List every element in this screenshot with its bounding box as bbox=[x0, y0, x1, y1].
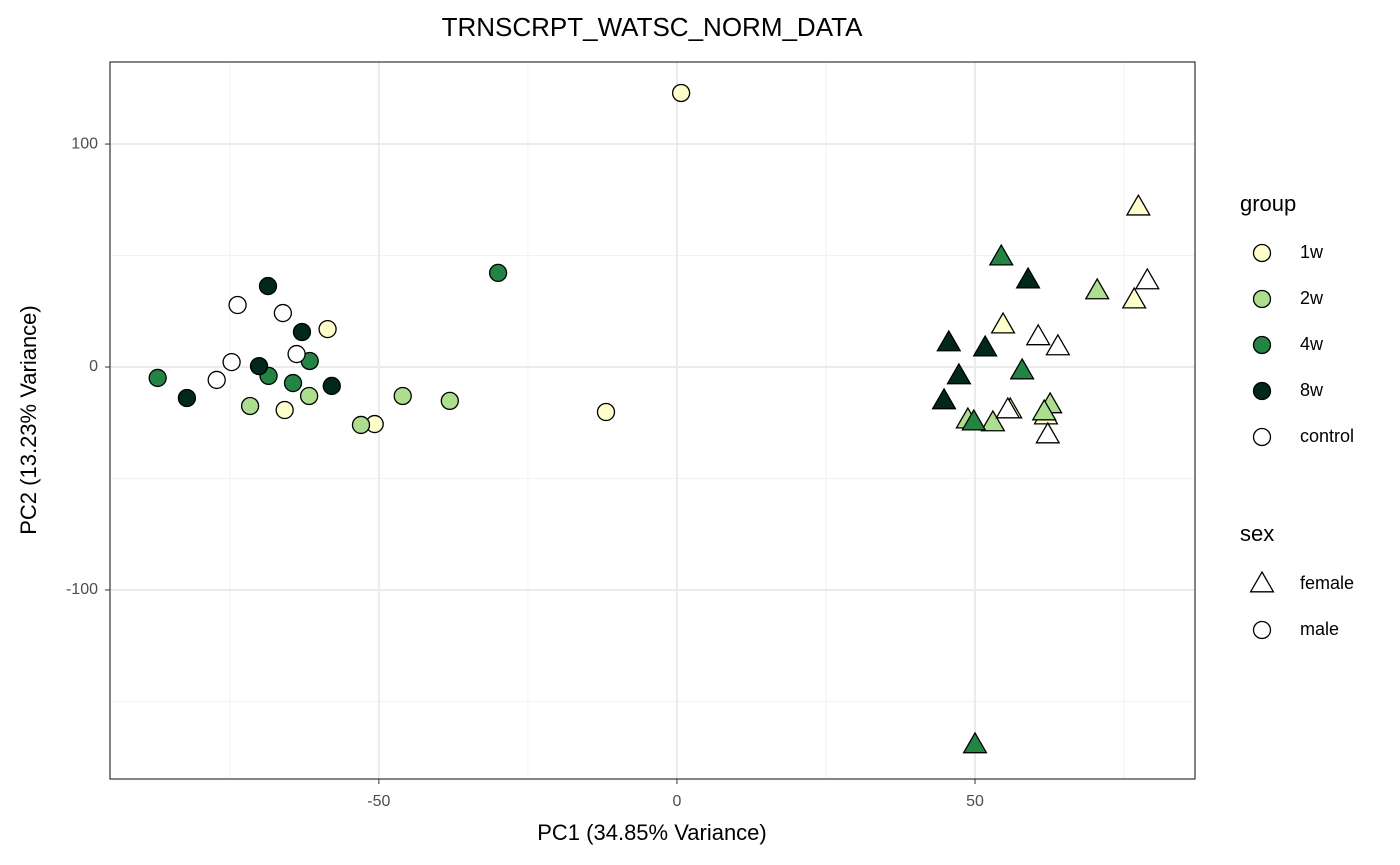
point bbox=[287, 344, 306, 364]
point bbox=[936, 329, 962, 352]
point bbox=[440, 391, 459, 411]
point bbox=[207, 370, 226, 390]
legend-marker bbox=[1252, 427, 1272, 447]
legend-marker bbox=[1252, 620, 1272, 640]
legend-marker bbox=[1252, 289, 1272, 309]
y-tick-label: 0 bbox=[89, 358, 98, 375]
point bbox=[292, 322, 312, 342]
point bbox=[228, 295, 247, 315]
point bbox=[1009, 357, 1035, 380]
point bbox=[275, 400, 294, 420]
point bbox=[240, 396, 260, 416]
point bbox=[1031, 398, 1057, 421]
legend-label: 4w bbox=[1300, 334, 1324, 354]
plot-background bbox=[110, 62, 1195, 779]
point bbox=[931, 387, 957, 410]
legend-marker bbox=[1249, 570, 1275, 593]
point bbox=[962, 731, 988, 754]
legend-label: 1w bbox=[1300, 242, 1324, 262]
point bbox=[1035, 421, 1061, 444]
legend-marker bbox=[1252, 243, 1272, 263]
point bbox=[980, 409, 1006, 432]
legend-title: sex bbox=[1240, 521, 1274, 546]
point bbox=[322, 376, 341, 396]
legend-marker bbox=[1252, 381, 1272, 401]
point bbox=[946, 362, 972, 385]
legend-label: male bbox=[1300, 619, 1339, 639]
y-tick-label: 100 bbox=[71, 135, 98, 152]
point bbox=[351, 415, 371, 435]
plot-border bbox=[109, 61, 1196, 780]
legend-label: 8w bbox=[1300, 380, 1324, 400]
point bbox=[1121, 286, 1147, 309]
point bbox=[148, 368, 167, 388]
point bbox=[177, 388, 197, 408]
point bbox=[258, 276, 278, 296]
point bbox=[990, 311, 1016, 334]
legend-title: group bbox=[1240, 191, 1296, 216]
x-tick-label: -50 bbox=[367, 793, 390, 810]
x-tick-label: 50 bbox=[966, 793, 984, 810]
point bbox=[222, 352, 241, 372]
y-tick-label: -100 bbox=[66, 581, 98, 598]
point bbox=[273, 303, 293, 323]
y-axis-label: PC2 (13.23% Variance) bbox=[16, 305, 41, 535]
point bbox=[1025, 323, 1051, 346]
point bbox=[988, 243, 1014, 266]
point bbox=[961, 408, 987, 431]
x-tick-label: 0 bbox=[672, 793, 681, 810]
point bbox=[972, 334, 998, 357]
legend-label: female bbox=[1300, 573, 1354, 593]
point bbox=[318, 319, 337, 339]
point bbox=[1015, 266, 1041, 289]
chart-title: TRNSCRPT_WATSC_NORM_DATA bbox=[442, 12, 863, 42]
point bbox=[488, 263, 508, 283]
point bbox=[1125, 193, 1151, 216]
legend-label: 2w bbox=[1300, 288, 1324, 308]
point bbox=[596, 402, 616, 422]
point bbox=[299, 386, 319, 406]
point bbox=[1045, 333, 1071, 356]
point bbox=[1084, 277, 1110, 300]
point bbox=[995, 396, 1021, 419]
point bbox=[393, 386, 412, 406]
x-axis-label: PC1 (34.85% Variance) bbox=[537, 820, 767, 845]
legend-label: control bbox=[1300, 426, 1354, 446]
point bbox=[671, 83, 691, 103]
point bbox=[1134, 267, 1160, 290]
point bbox=[283, 373, 303, 393]
legend-marker bbox=[1252, 335, 1272, 355]
point bbox=[249, 356, 269, 376]
